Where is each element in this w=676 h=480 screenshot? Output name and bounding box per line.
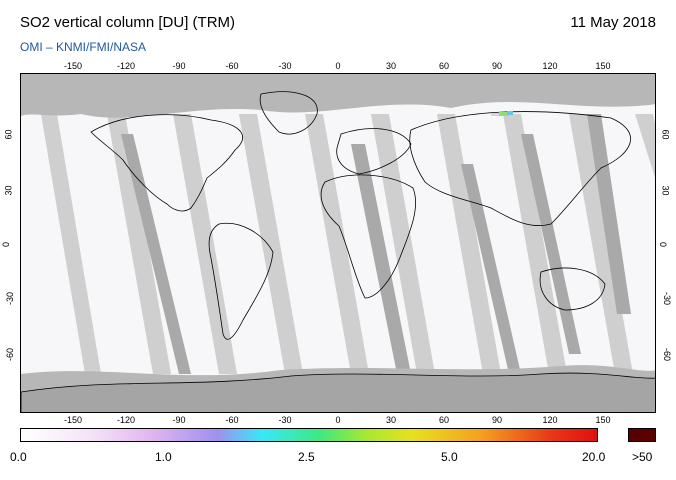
arctic-no-data — [21, 74, 655, 118]
lon-tick-top: 60 — [438, 61, 450, 71]
map-credit: OMI – KNMI/FMI/NASA — [20, 40, 147, 54]
so2-map — [20, 73, 656, 413]
lat-tick-right: -30 — [662, 291, 673, 306]
colorbar-label: 0.0 — [10, 450, 27, 464]
lat-tick-right: 0 — [658, 241, 669, 248]
colorbar-label: 1.0 — [155, 450, 172, 464]
lon-tick-bottom: 30 — [385, 415, 397, 425]
lon-tick-top: -60 — [225, 61, 239, 71]
lat-tick-right: 30 — [660, 185, 671, 196]
coastlines — [90, 91, 631, 340]
lon-tick-bottom: 60 — [438, 415, 450, 425]
greenland-outline — [259, 91, 318, 135]
lat-tick-left: 30 — [3, 185, 14, 196]
lon-tick-top: 30 — [385, 61, 397, 71]
lon-tick-bottom: 150 — [595, 415, 611, 425]
lat-tick-right: 60 — [660, 129, 671, 140]
colorbar-overflow-label: >50 — [632, 450, 653, 464]
lon-tick-top: 90 — [491, 61, 503, 71]
lon-tick-bottom: 90 — [491, 415, 503, 425]
lon-tick-top: -150 — [63, 61, 83, 71]
asia-outline — [409, 111, 631, 226]
lon-tick-bottom: 0 — [335, 415, 341, 425]
so2-hotspot — [491, 111, 513, 116]
lat-tick-right: -60 — [662, 347, 673, 362]
europe-outline — [336, 128, 412, 175]
colorbar-gradient — [20, 428, 598, 442]
colorbar-label: 2.5 — [298, 450, 315, 464]
lon-tick-bottom: 120 — [542, 415, 558, 425]
lat-tick-left: -60 — [5, 347, 16, 362]
dark-swath-bands — [121, 114, 631, 374]
south-america-outline — [208, 222, 274, 340]
colorbar-label: 20.0 — [582, 450, 606, 464]
north-america-outline — [90, 114, 243, 212]
lat-tick-left: -30 — [5, 291, 16, 306]
antarctica — [21, 372, 655, 412]
lon-tick-bottom: -60 — [225, 415, 239, 425]
australia-outline — [539, 267, 606, 311]
lon-tick-top: 120 — [542, 61, 558, 71]
map-title: SO2 vertical column [DU] (TRM) — [20, 14, 236, 31]
lon-tick-top: 0 — [335, 61, 341, 71]
lon-tick-top: -30 — [278, 61, 292, 71]
lon-tick-bottom: -90 — [172, 415, 186, 425]
lon-tick-top: 150 — [595, 61, 611, 71]
lon-tick-top: -90 — [172, 61, 186, 71]
lon-tick-bottom: -120 — [116, 415, 136, 425]
lat-tick-left: 60 — [3, 129, 14, 140]
lon-tick-bottom: -150 — [63, 415, 83, 425]
colorbar-label: 5.0 — [441, 450, 458, 464]
lon-tick-bottom: -30 — [278, 415, 292, 425]
orbit-gap-stripes — [41, 114, 655, 374]
africa-outline — [320, 174, 417, 299]
lat-tick-left: 0 — [1, 241, 12, 248]
lon-tick-top: -120 — [116, 61, 136, 71]
map-date: 11 May 2018 — [570, 14, 656, 31]
colorbar-overflow-swatch — [628, 428, 656, 442]
